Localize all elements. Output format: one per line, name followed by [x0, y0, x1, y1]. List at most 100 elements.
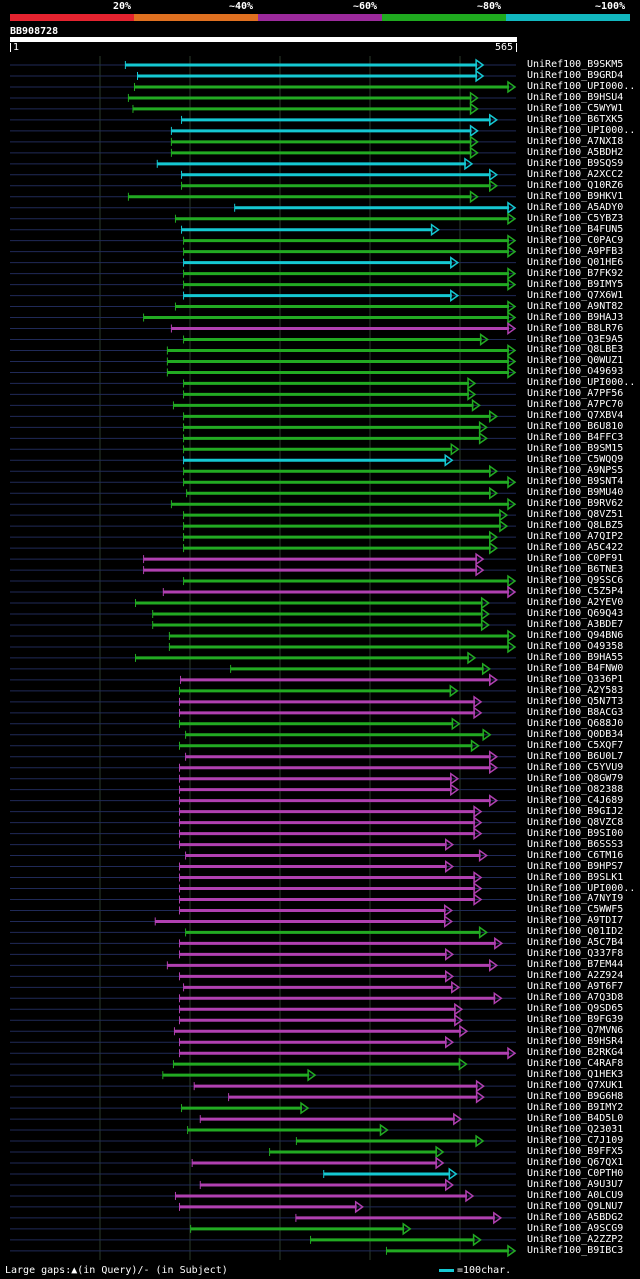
hit-label[interactable]: UniRef100_B6TNE3 — [527, 564, 624, 576]
hit-label[interactable]: UniRef100_Q01HE6 — [527, 256, 624, 268]
hit-label[interactable]: UniRef100_Q688J0 — [527, 717, 624, 729]
hit-label[interactable]: UniRef100_A2ZZP2 — [527, 1233, 624, 1245]
hit-label[interactable]: UniRef100_A7Q3D8 — [527, 992, 624, 1004]
hit-label[interactable]: UniRef100_C5YVU9 — [527, 761, 624, 773]
hit-label[interactable]: UniRef100_Q9SD65 — [527, 1003, 624, 1015]
hit-label[interactable]: UniRef100_B9FFX5 — [527, 1146, 624, 1158]
hit-label[interactable]: UniRef100_B4FNW0 — [527, 662, 624, 674]
hit-label[interactable]: UniRef100_B9GRD4 — [527, 69, 624, 81]
hit-label[interactable]: UniRef100_B9HPS7 — [527, 860, 624, 872]
hit-label[interactable]: UniRef100_A7NYI9 — [527, 893, 624, 905]
hit-label[interactable]: UniRef100_A5BDH2 — [527, 146, 624, 158]
hit-label[interactable]: UniRef100_B2RKG4 — [527, 1047, 624, 1059]
hit-label[interactable]: UniRef100_B9HSR4 — [527, 1036, 624, 1048]
hit-label[interactable]: UniRef100_Q9SSC6 — [527, 575, 624, 587]
hit-label[interactable]: UniRef100_B8ACG3 — [527, 706, 624, 718]
hit-label[interactable]: UniRef100_B9G6H8 — [527, 1091, 624, 1103]
hit-label[interactable]: UniRef100_O49693 — [527, 366, 624, 378]
hit-label[interactable]: UniRef100_A9NPS5 — [527, 465, 624, 477]
hit-label[interactable]: UniRef100_UPI000.. — [527, 124, 636, 136]
hit-label[interactable]: UniRef100_C6TM16 — [527, 849, 624, 861]
hit-label[interactable]: UniRef100_A9TDI7 — [527, 915, 624, 927]
hit-label[interactable]: UniRef100_A2YEV0 — [527, 597, 624, 609]
hit-label[interactable]: UniRef100_C5XQF7 — [527, 739, 624, 751]
hit-label[interactable]: UniRef100_Q3E9A5 — [527, 333, 624, 345]
hit-label[interactable]: UniRef100_A9T6F7 — [527, 981, 624, 993]
hit-label[interactable]: UniRef100_B9SM15 — [527, 443, 624, 455]
hit-label[interactable]: UniRef100_B9HKV1 — [527, 190, 624, 202]
hit-label[interactable]: UniRef100_B9RV62 — [527, 498, 624, 510]
hit-label[interactable]: UniRef100_C0PTH0 — [527, 1167, 624, 1179]
hit-label[interactable]: UniRef100_A2Z924 — [527, 970, 624, 982]
hit-label[interactable]: UniRef100_B9SNT4 — [527, 476, 624, 488]
hit-label[interactable]: UniRef100_C4J689 — [527, 794, 624, 806]
hit-label[interactable]: UniRef100_Q8LBZ5 — [527, 520, 624, 532]
hit-label[interactable]: UniRef100_C5WQQ9 — [527, 454, 624, 466]
hit-label[interactable]: UniRef100_B9SI00 — [527, 827, 624, 839]
hit-label[interactable]: UniRef100_B9SKM5 — [527, 59, 624, 70]
hit-label[interactable]: UniRef100_A3BDE7 — [527, 618, 624, 630]
hit-label[interactable]: UniRef100_B9MU40 — [527, 487, 624, 499]
hit-label[interactable]: UniRef100_Q8VZ51 — [527, 509, 624, 521]
hit-label[interactable]: UniRef100_B9FG39 — [527, 1014, 624, 1026]
hit-label[interactable]: UniRef100_Q7MVN6 — [527, 1025, 624, 1037]
hit-label[interactable]: UniRef100_Q7X6W1 — [527, 289, 624, 301]
hit-label[interactable]: UniRef100_A7PF56 — [527, 388, 624, 400]
hit-label[interactable]: UniRef100_Q67QX1 — [527, 1157, 624, 1168]
hit-label[interactable]: UniRef100_A9U3U7 — [527, 1178, 624, 1190]
hit-label[interactable]: UniRef100_B7EM44 — [527, 959, 624, 971]
hit-label[interactable]: UniRef100_Q10RZ6 — [527, 179, 624, 191]
hit-label[interactable]: UniRef100_Q01ID2 — [527, 926, 624, 938]
hit-label[interactable]: UniRef100_A5BDG2 — [527, 1211, 624, 1223]
hit-label[interactable]: UniRef100_B9HAJ3 — [527, 311, 624, 323]
hit-label[interactable]: UniRef100_B9IMY5 — [527, 278, 624, 290]
hit-label[interactable]: UniRef100_Q23031 — [527, 1124, 624, 1136]
hit-label[interactable]: UniRef100_B9HA55 — [527, 651, 624, 663]
hit-label[interactable]: UniRef100_B6SSS3 — [527, 838, 624, 850]
hit-label[interactable]: UniRef100_C5Z5P4 — [527, 586, 624, 598]
hit-label[interactable]: UniRef100_Q337F8 — [527, 948, 624, 960]
hit-label[interactable]: UniRef100_C5WWF5 — [527, 904, 624, 916]
hit-label[interactable]: UniRef100_C7J109 — [527, 1135, 624, 1147]
hit-label[interactable]: UniRef100_B6U810 — [527, 421, 624, 433]
hit-label[interactable]: UniRef100_B7FK92 — [527, 267, 624, 279]
hit-label[interactable]: UniRef100_A7QIP2 — [527, 531, 624, 543]
hit-label[interactable]: UniRef100_Q8LBE3 — [527, 344, 624, 356]
hit-label[interactable]: UniRef100_B4FFC3 — [527, 432, 624, 444]
hit-label[interactable]: UniRef100_O82388 — [527, 783, 624, 795]
hit-label[interactable]: UniRef100_A5ADY0 — [527, 201, 624, 213]
hit-label[interactable]: UniRef100_C5YBZ3 — [527, 212, 624, 224]
hit-label[interactable]: UniRef100_Q8VZC8 — [527, 816, 624, 828]
hit-label[interactable]: UniRef100_B9IBC3 — [527, 1244, 624, 1256]
hit-label[interactable]: UniRef100_A7NXI8 — [527, 135, 624, 147]
hit-label[interactable]: UniRef100_A7PC70 — [527, 399, 624, 411]
hit-label[interactable]: UniRef100_Q1HEK3 — [527, 1069, 624, 1081]
hit-label[interactable]: UniRef100_A5C422 — [527, 542, 624, 554]
hit-label[interactable]: UniRef100_C4RAF8 — [527, 1058, 624, 1070]
hit-label[interactable]: UniRef100_Q0WUZ1 — [527, 355, 624, 367]
hit-label[interactable]: UniRef100_B8LR76 — [527, 322, 624, 334]
hit-label[interactable]: UniRef100_Q5N7T3 — [527, 695, 624, 707]
hit-label[interactable]: UniRef100_Q7XUK1 — [527, 1080, 624, 1092]
hit-label[interactable]: UniRef100_Q7XBV4 — [527, 410, 624, 422]
hit-label[interactable]: UniRef100_UPI000.. — [527, 882, 636, 894]
hit-label[interactable]: UniRef100_Q0DB34 — [527, 728, 624, 740]
hit-label[interactable]: UniRef100_Q69Q43 — [527, 608, 624, 619]
hit-label[interactable]: UniRef100_B9SLK1 — [527, 871, 624, 883]
hit-label[interactable]: UniRef100_A9PFB3 — [527, 245, 624, 257]
hit-label[interactable]: UniRef100_C0PAC9 — [527, 234, 624, 246]
hit-label[interactable]: UniRef100_A5C7B4 — [527, 937, 624, 949]
hit-label[interactable]: UniRef100_B9HSU4 — [527, 91, 624, 103]
hit-label[interactable]: UniRef100_B9SQS9 — [527, 157, 624, 169]
hit-label[interactable]: UniRef100_UPI000.. — [527, 377, 636, 389]
hit-label[interactable]: UniRef100_A9NT82 — [527, 300, 624, 312]
hit-label[interactable]: UniRef100_B4D5L0 — [527, 1113, 624, 1125]
hit-label[interactable]: UniRef100_Q336P1 — [527, 673, 624, 685]
hit-label[interactable]: UniRef100_A0LCU9 — [527, 1189, 624, 1201]
hit-label[interactable]: UniRef100_Q9LNU7 — [527, 1200, 624, 1212]
hit-label[interactable]: UniRef100_O49358 — [527, 640, 624, 652]
hit-label[interactable]: UniRef100_C5WYW1 — [527, 102, 624, 114]
hit-label[interactable]: UniRef100_B6U0L7 — [527, 750, 624, 762]
hit-label[interactable]: UniRef100_B9GIJ2 — [527, 805, 624, 817]
hit-label[interactable]: UniRef100_A2Y583 — [527, 684, 624, 696]
